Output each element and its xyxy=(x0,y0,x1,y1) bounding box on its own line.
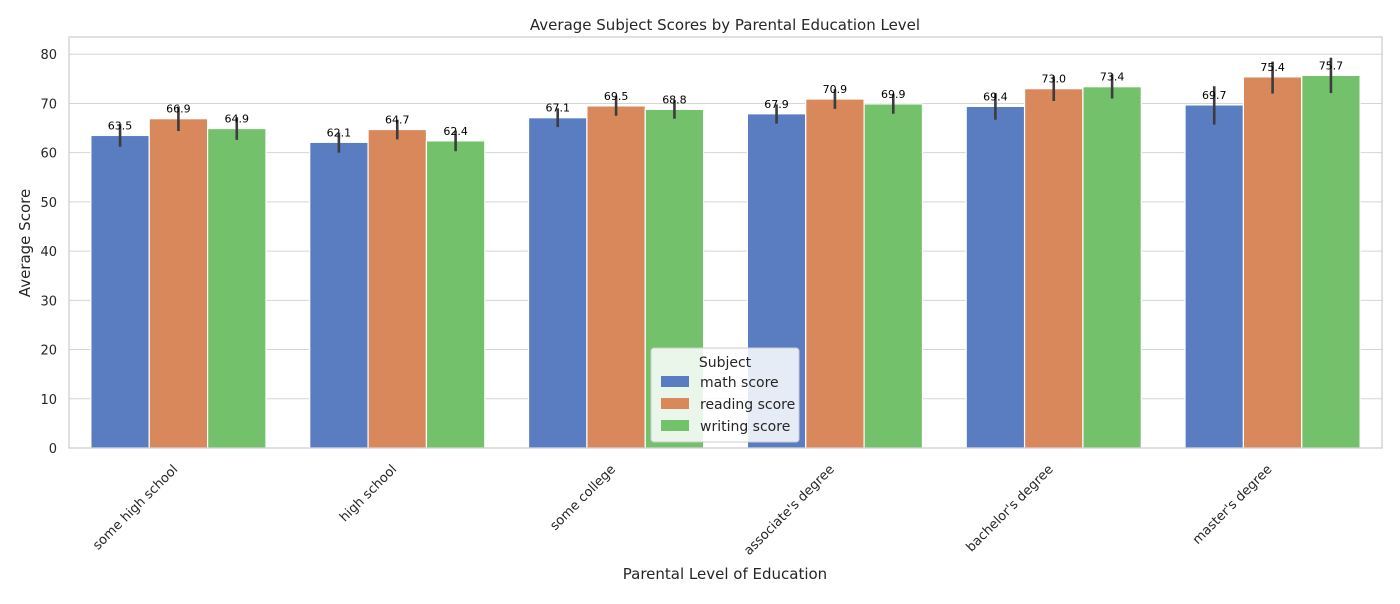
bar-value-label: 69.7 xyxy=(1202,89,1227,102)
legend-label: math score xyxy=(700,375,779,391)
legend-items: math score reading score writing score xyxy=(661,375,795,435)
bar xyxy=(1082,86,1142,449)
x-axis-label: Parental Level of Education xyxy=(623,565,827,583)
y-tick-label: 70 xyxy=(40,97,57,112)
bar-value-label: 69.4 xyxy=(983,90,1008,103)
legend-label: reading score xyxy=(700,397,795,413)
bar xyxy=(965,105,1026,449)
bar xyxy=(1301,74,1361,449)
data-labels: 63.5 66.9 64.9 62.1 64.7 62.4 67.1 69.5 68.8 67.9… xyxy=(108,59,1343,139)
bar-value-label: 64.7 xyxy=(385,114,410,127)
bar xyxy=(1242,76,1303,449)
legend-swatch xyxy=(661,398,689,409)
bar-value-label: 70.9 xyxy=(823,83,848,96)
bar-value-label: 75.4 xyxy=(1260,61,1285,74)
bar xyxy=(586,105,646,449)
y-tick-label: 50 xyxy=(40,196,57,211)
bar xyxy=(863,103,924,449)
y-tick-label: 0 xyxy=(49,442,57,457)
bar-value-label: 67.9 xyxy=(764,98,789,111)
bars xyxy=(90,74,1361,449)
bar xyxy=(1184,104,1245,449)
bar xyxy=(90,134,150,449)
y-tick-label: 30 xyxy=(40,294,57,309)
bar xyxy=(148,118,209,449)
bar-value-label: 62.4 xyxy=(443,125,468,138)
bar-value-label: 67.1 xyxy=(545,102,570,115)
legend-swatch xyxy=(661,420,689,431)
legend: Subject math score reading score writing s… xyxy=(650,347,800,443)
y-tick-label: 80 xyxy=(40,48,57,63)
bar xyxy=(425,140,486,449)
bar-value-label: 73.0 xyxy=(1042,73,1067,86)
legend-title: Subject xyxy=(699,355,752,371)
legend-swatch xyxy=(661,376,689,387)
legend-label: writing score xyxy=(700,419,790,435)
bar-value-label: 68.8 xyxy=(662,93,687,106)
bar xyxy=(367,128,428,449)
error-bars xyxy=(118,57,1333,153)
y-tick-labels: 0 10 20 30 40 50 60 70 80 xyxy=(40,48,57,457)
legend-box xyxy=(650,347,800,443)
y-tick-label: 10 xyxy=(40,393,57,408)
y-tick-label: 40 xyxy=(40,245,57,260)
bar-value-label: 75.7 xyxy=(1319,59,1344,72)
y-tick-label: 20 xyxy=(40,344,57,359)
bar xyxy=(527,117,588,449)
bar-value-label: 66.9 xyxy=(166,103,191,116)
plot-frame xyxy=(68,36,1383,449)
bar-value-label: 69.5 xyxy=(604,90,629,103)
bar-value-label: 63.5 xyxy=(108,119,133,132)
bar xyxy=(309,141,369,449)
bar-value-label: 73.4 xyxy=(1100,71,1125,84)
bar-value-label: 69.9 xyxy=(881,88,906,101)
bar-value-label: 62.1 xyxy=(327,126,352,139)
y-tick-label: 60 xyxy=(40,147,57,162)
y-axis-label: Average Score xyxy=(16,189,34,297)
chart-title: Average Subject Scores by Parental Educa… xyxy=(530,16,920,34)
bar-value-label: 64.9 xyxy=(225,113,250,126)
bar xyxy=(805,98,865,449)
bar xyxy=(1023,88,1084,449)
bar xyxy=(206,127,267,449)
